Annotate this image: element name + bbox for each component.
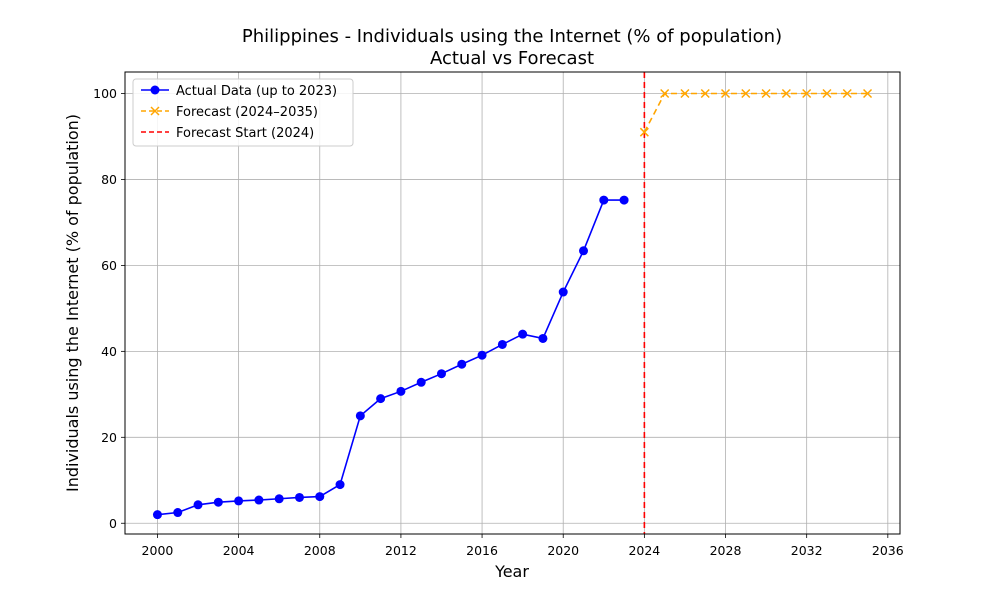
actual-point xyxy=(294,492,304,502)
forecast-point xyxy=(761,88,771,99)
forecast-point xyxy=(802,88,812,99)
x-tick-label: 2016 xyxy=(466,543,498,558)
plot-frame xyxy=(124,71,901,535)
actual-point xyxy=(416,377,426,387)
y-tick-label: 40 xyxy=(101,344,117,359)
legend-forecast-start-label: Forecast Start (2024) xyxy=(176,126,314,141)
forecast-point xyxy=(842,88,852,99)
actual-point xyxy=(558,287,568,297)
actual-point xyxy=(396,386,406,396)
legend-forecast-label: Forecast (2024–2035) xyxy=(176,105,318,120)
forecast-point xyxy=(781,88,791,99)
actual-point xyxy=(376,394,386,404)
x-axis: 2000 2004 2008 2012 2016 2020 2024 2028 2032 2036 xyxy=(142,534,904,558)
forecast-point xyxy=(700,88,710,99)
actual-point xyxy=(518,329,528,339)
forecast-point xyxy=(680,88,690,99)
actual-point xyxy=(213,497,223,507)
actual-point xyxy=(619,195,629,205)
forecast-point xyxy=(741,88,751,99)
actual-line xyxy=(157,199,625,516)
y-tick-label: 60 xyxy=(101,258,117,273)
y-axis-label: Individuals using the Internet (% of pop… xyxy=(63,114,82,492)
actual-point xyxy=(234,496,244,506)
x-tick-label: 2000 xyxy=(142,543,174,558)
actual-point xyxy=(274,494,284,504)
grid xyxy=(125,72,900,534)
forecast-point xyxy=(660,88,670,99)
y-axis: 0 20 40 60 80 100 xyxy=(93,86,125,531)
x-tick-label: 2024 xyxy=(628,543,660,558)
legend-frame xyxy=(132,78,354,147)
x-tick-label: 2008 xyxy=(304,543,336,558)
actual-point xyxy=(457,359,467,369)
x-tick-label: 2036 xyxy=(872,543,904,558)
series-layer xyxy=(152,88,873,520)
actual-point xyxy=(599,195,609,205)
legend: Actual Data (up to 2023) Forecast (2024–… xyxy=(132,78,354,147)
actual-point xyxy=(152,510,162,520)
actual-point xyxy=(254,495,264,505)
actual-point xyxy=(436,369,446,379)
legend-forecast-marker xyxy=(150,106,160,116)
actual-point xyxy=(538,333,548,343)
forecast-line xyxy=(643,92,868,133)
forecast-point xyxy=(720,88,731,99)
legend-actual-label: Actual Data (up to 2023) xyxy=(176,84,337,99)
forecast-series xyxy=(639,88,873,137)
y-tick-label: 80 xyxy=(101,172,117,187)
actual-point xyxy=(315,492,325,502)
y-tick-label: 20 xyxy=(101,430,117,445)
x-tick-label: 2004 xyxy=(223,543,255,558)
actual-point xyxy=(579,246,589,256)
forecast-point xyxy=(639,127,649,137)
x-tick-label: 2012 xyxy=(385,543,417,558)
actual-point xyxy=(335,480,345,490)
x-tick-label: 2028 xyxy=(710,543,742,558)
x-axis-label: Year xyxy=(494,562,529,581)
actual-point xyxy=(477,350,487,360)
x-tick-label: 2032 xyxy=(791,543,823,558)
actual-point xyxy=(497,339,507,349)
actual-point xyxy=(173,508,183,518)
chart-title: Philippines - Individuals using the Inte… xyxy=(242,26,782,47)
x-tick-label: 2020 xyxy=(547,543,579,558)
forecast-point xyxy=(863,88,873,99)
actual-series xyxy=(152,195,629,520)
legend-actual-marker xyxy=(150,85,160,95)
y-tick-label: 100 xyxy=(93,86,117,101)
y-tick-label: 0 xyxy=(109,516,117,531)
actual-point xyxy=(193,500,203,510)
chart-subtitle: Actual vs Forecast xyxy=(430,48,594,69)
forecast-point xyxy=(822,88,832,99)
actual-point xyxy=(355,411,365,421)
